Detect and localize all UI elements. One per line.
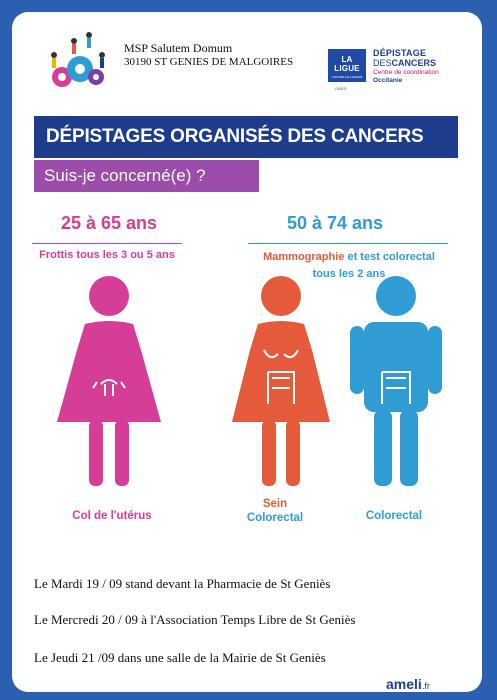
msp-gears-logo bbox=[51, 32, 105, 87]
label-sein: Sein bbox=[262, 498, 288, 510]
divider-blue bbox=[248, 243, 448, 244]
exam-mammographie: Mammographie bbox=[263, 251, 345, 263]
ameli-tld: .fr bbox=[421, 681, 430, 691]
breast-icon bbox=[263, 349, 299, 359]
page-title: DÉPISTAGES ORGANISÉS DES CANCERS bbox=[34, 116, 458, 158]
divider-pink bbox=[32, 243, 182, 244]
man-blue-figure-icon bbox=[350, 276, 442, 486]
age-range-50-74: 50 à 74 ans bbox=[286, 213, 384, 233]
org-name: MSP Salutem Domum bbox=[124, 41, 233, 55]
depistage-line3: Centre de coordination bbox=[373, 69, 439, 76]
ligue-small: CONTRE LE CANCER bbox=[331, 75, 363, 79]
colon-icon bbox=[381, 371, 411, 404]
event-jeudi: Le Jeudi 21 /09 dans une salle de la Mai… bbox=[34, 650, 326, 665]
woman-pink-figure-icon bbox=[57, 276, 161, 486]
ameli-logo: ameli.fr bbox=[386, 676, 430, 692]
depistage-line2: DESCANCERS bbox=[373, 58, 436, 68]
event-mercredi: Le Mercredi 20 / 09 à l'Association Temp… bbox=[34, 612, 356, 627]
ligue-label: LA LIGUE bbox=[334, 55, 360, 73]
page-subtitle: Suis-je concerné(e) ? bbox=[34, 160, 259, 192]
ligue-logo: LA LIGUE CONTRE LE CANCER bbox=[328, 49, 366, 82]
ligue-sub: GARD bbox=[335, 86, 347, 91]
exam-frequency: tous les 2 ans bbox=[312, 268, 386, 280]
ameli-brand: ameli bbox=[386, 676, 422, 692]
exam-colorectal: et test colorectal bbox=[344, 251, 435, 263]
depistage-line2-a: DES bbox=[373, 58, 392, 68]
exam-mammo-colorectal: Mammographie et test colorectal tous les… bbox=[234, 249, 464, 283]
event-mardi: Le Mardi 19 / 09 stand devant la Pharmac… bbox=[34, 576, 331, 591]
depistage-line2-b: CANCERS bbox=[391, 58, 437, 68]
label-man-colorectal: Colorectal bbox=[365, 510, 423, 522]
depistage-line1: DÉPISTAGE bbox=[373, 48, 427, 58]
org-address: 30190 ST GENIES DE MALGOIRES bbox=[124, 56, 294, 68]
woman-red-figure-icon bbox=[232, 276, 330, 486]
depistage-line4: Occitanie bbox=[373, 77, 403, 84]
label-col-uterus: Col de l'utérus bbox=[72, 510, 152, 522]
exam-frottis: Frottis tous les 3 ou 5 ans bbox=[39, 249, 175, 261]
uterus-icon bbox=[92, 379, 126, 396]
label-woman-colorectal: Colorectal bbox=[246, 512, 304, 524]
poster-card: MSP Salutem Domum 30190 ST GENIES DE MAL… bbox=[12, 12, 482, 692]
colon-icon bbox=[267, 371, 295, 404]
age-range-women: 25 à 65 ans bbox=[60, 213, 158, 233]
